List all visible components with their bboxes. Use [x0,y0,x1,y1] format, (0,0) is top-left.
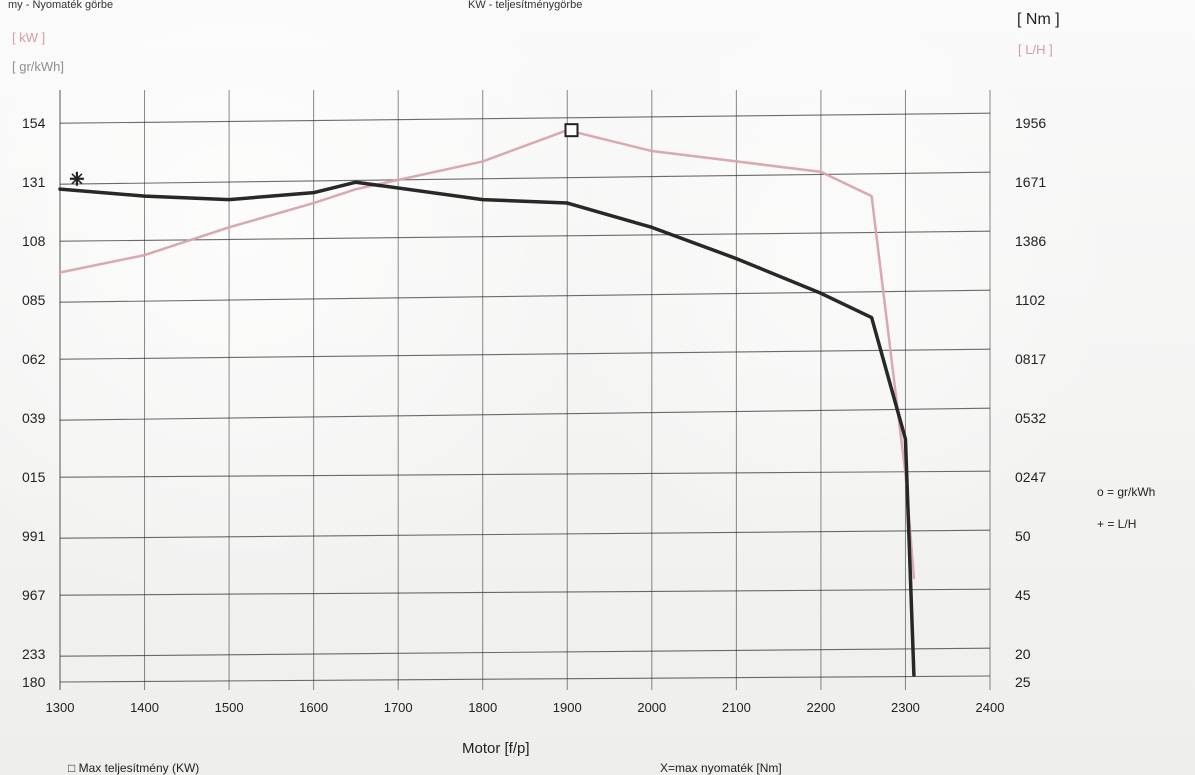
horizontal-grid-line [59,171,991,185]
left-tick-label: 085 [22,292,46,308]
horizontal-grid-line [59,348,991,360]
right-tick-label: 20 [1015,646,1031,662]
left-tick-label: 154 [22,115,46,131]
side-note-line-2: + = L/H [1097,517,1136,531]
horizontal-grid-line [59,675,991,683]
left-tick-labels: 154 131 108 085 062 039 015 991 967 233 180 [22,115,46,690]
side-note-line-1: o = gr/kWh [1097,485,1155,499]
plot-background [60,92,990,682]
torque-series-line [58,180,916,677]
left-axis-label-kw: [ kW ] [12,30,45,45]
x-tick-label: 1800 [468,700,497,715]
horizontal-grid-line [59,470,991,478]
right-tick-label: 1102 [1015,292,1045,308]
marker-layer [69,123,579,186]
x-tick-label: 1400 [130,700,159,715]
right-tick-label: 25 [1015,674,1031,690]
x-tick-label: 1900 [553,700,582,715]
x-tick-label: 1500 [215,700,244,715]
left-axis-label-grkwh: [ gr/kWh] [12,59,64,74]
right-tick-label: 0247 [1015,469,1046,485]
horizontal-grid-line [59,112,991,124]
asterisk-diagonal-b [71,173,83,185]
right-tick-label: 50 [1015,528,1031,544]
right-tick-labels: 1956 1671 1386 1102 0817 0532 0247 50 45 20 25 [1015,115,1046,690]
x-tick-label: 2300 [891,700,920,715]
grid-lines [59,90,991,690]
x-tick-label: 2200 [806,700,835,715]
x-tick-label: 2000 [637,700,666,715]
horizontal-grid-line [59,588,991,596]
x-tick-label: 2100 [722,700,751,715]
horizontal-grid-line [59,407,991,421]
right-tick-label: 45 [1015,587,1031,603]
x-tick-label: 1300 [46,700,75,715]
right-tick-label: 1956 [1015,115,1046,131]
x-tick-label: 1700 [384,700,413,715]
left-header-title: my - Nyomaték görbe [8,0,113,11]
left-tick-label: 131 [22,174,46,190]
left-tick-label: 991 [22,528,46,544]
legend-power: □ Max teljesítmény (KW) [68,761,199,775]
center-header-title: KW - teljesítménygörbe [468,0,582,11]
horizontal-grid-line [59,289,991,303]
series-layer [58,128,916,677]
horizontal-grid-line [59,230,991,242]
left-tick-label: 062 [22,351,46,367]
horizontal-grid-line [59,529,991,539]
left-tick-label: 108 [22,233,46,249]
legend-torque: X=max nyomaték [Nm] [660,761,782,775]
left-tick-label: 233 [22,646,46,662]
left-tick-label: 967 [22,587,46,603]
right-axis-unit2: [ L/H ] [1018,42,1053,57]
max-power-square-marker [564,123,579,138]
right-tick-label: 0817 [1015,351,1046,367]
left-tick-label: 015 [22,469,46,485]
right-axis-unit: [ Nm ] [1017,11,1060,28]
max-torque-asterisk-marker [69,171,84,186]
x-tick-label: 2400 [976,700,1005,715]
left-tick-label: 039 [22,410,46,426]
horizontal-grid-line [59,647,991,657]
right-tick-label: 0532 [1015,410,1046,426]
x-tick-label: 1600 [299,700,328,715]
right-tick-label: 1671 [1015,174,1046,190]
right-tick-label: 1386 [1015,233,1046,249]
x-tick-labels: 1300 1400 1500 1600 1700 1800 1900 2000 2100 2200… [46,700,1005,715]
left-tick-label: 180 [22,674,46,690]
plot-area: 154 131 108 085 062 039 015 991 967 233 180 1956 16… [22,90,1046,715]
x-axis-title: Motor [f/p] [462,740,530,757]
